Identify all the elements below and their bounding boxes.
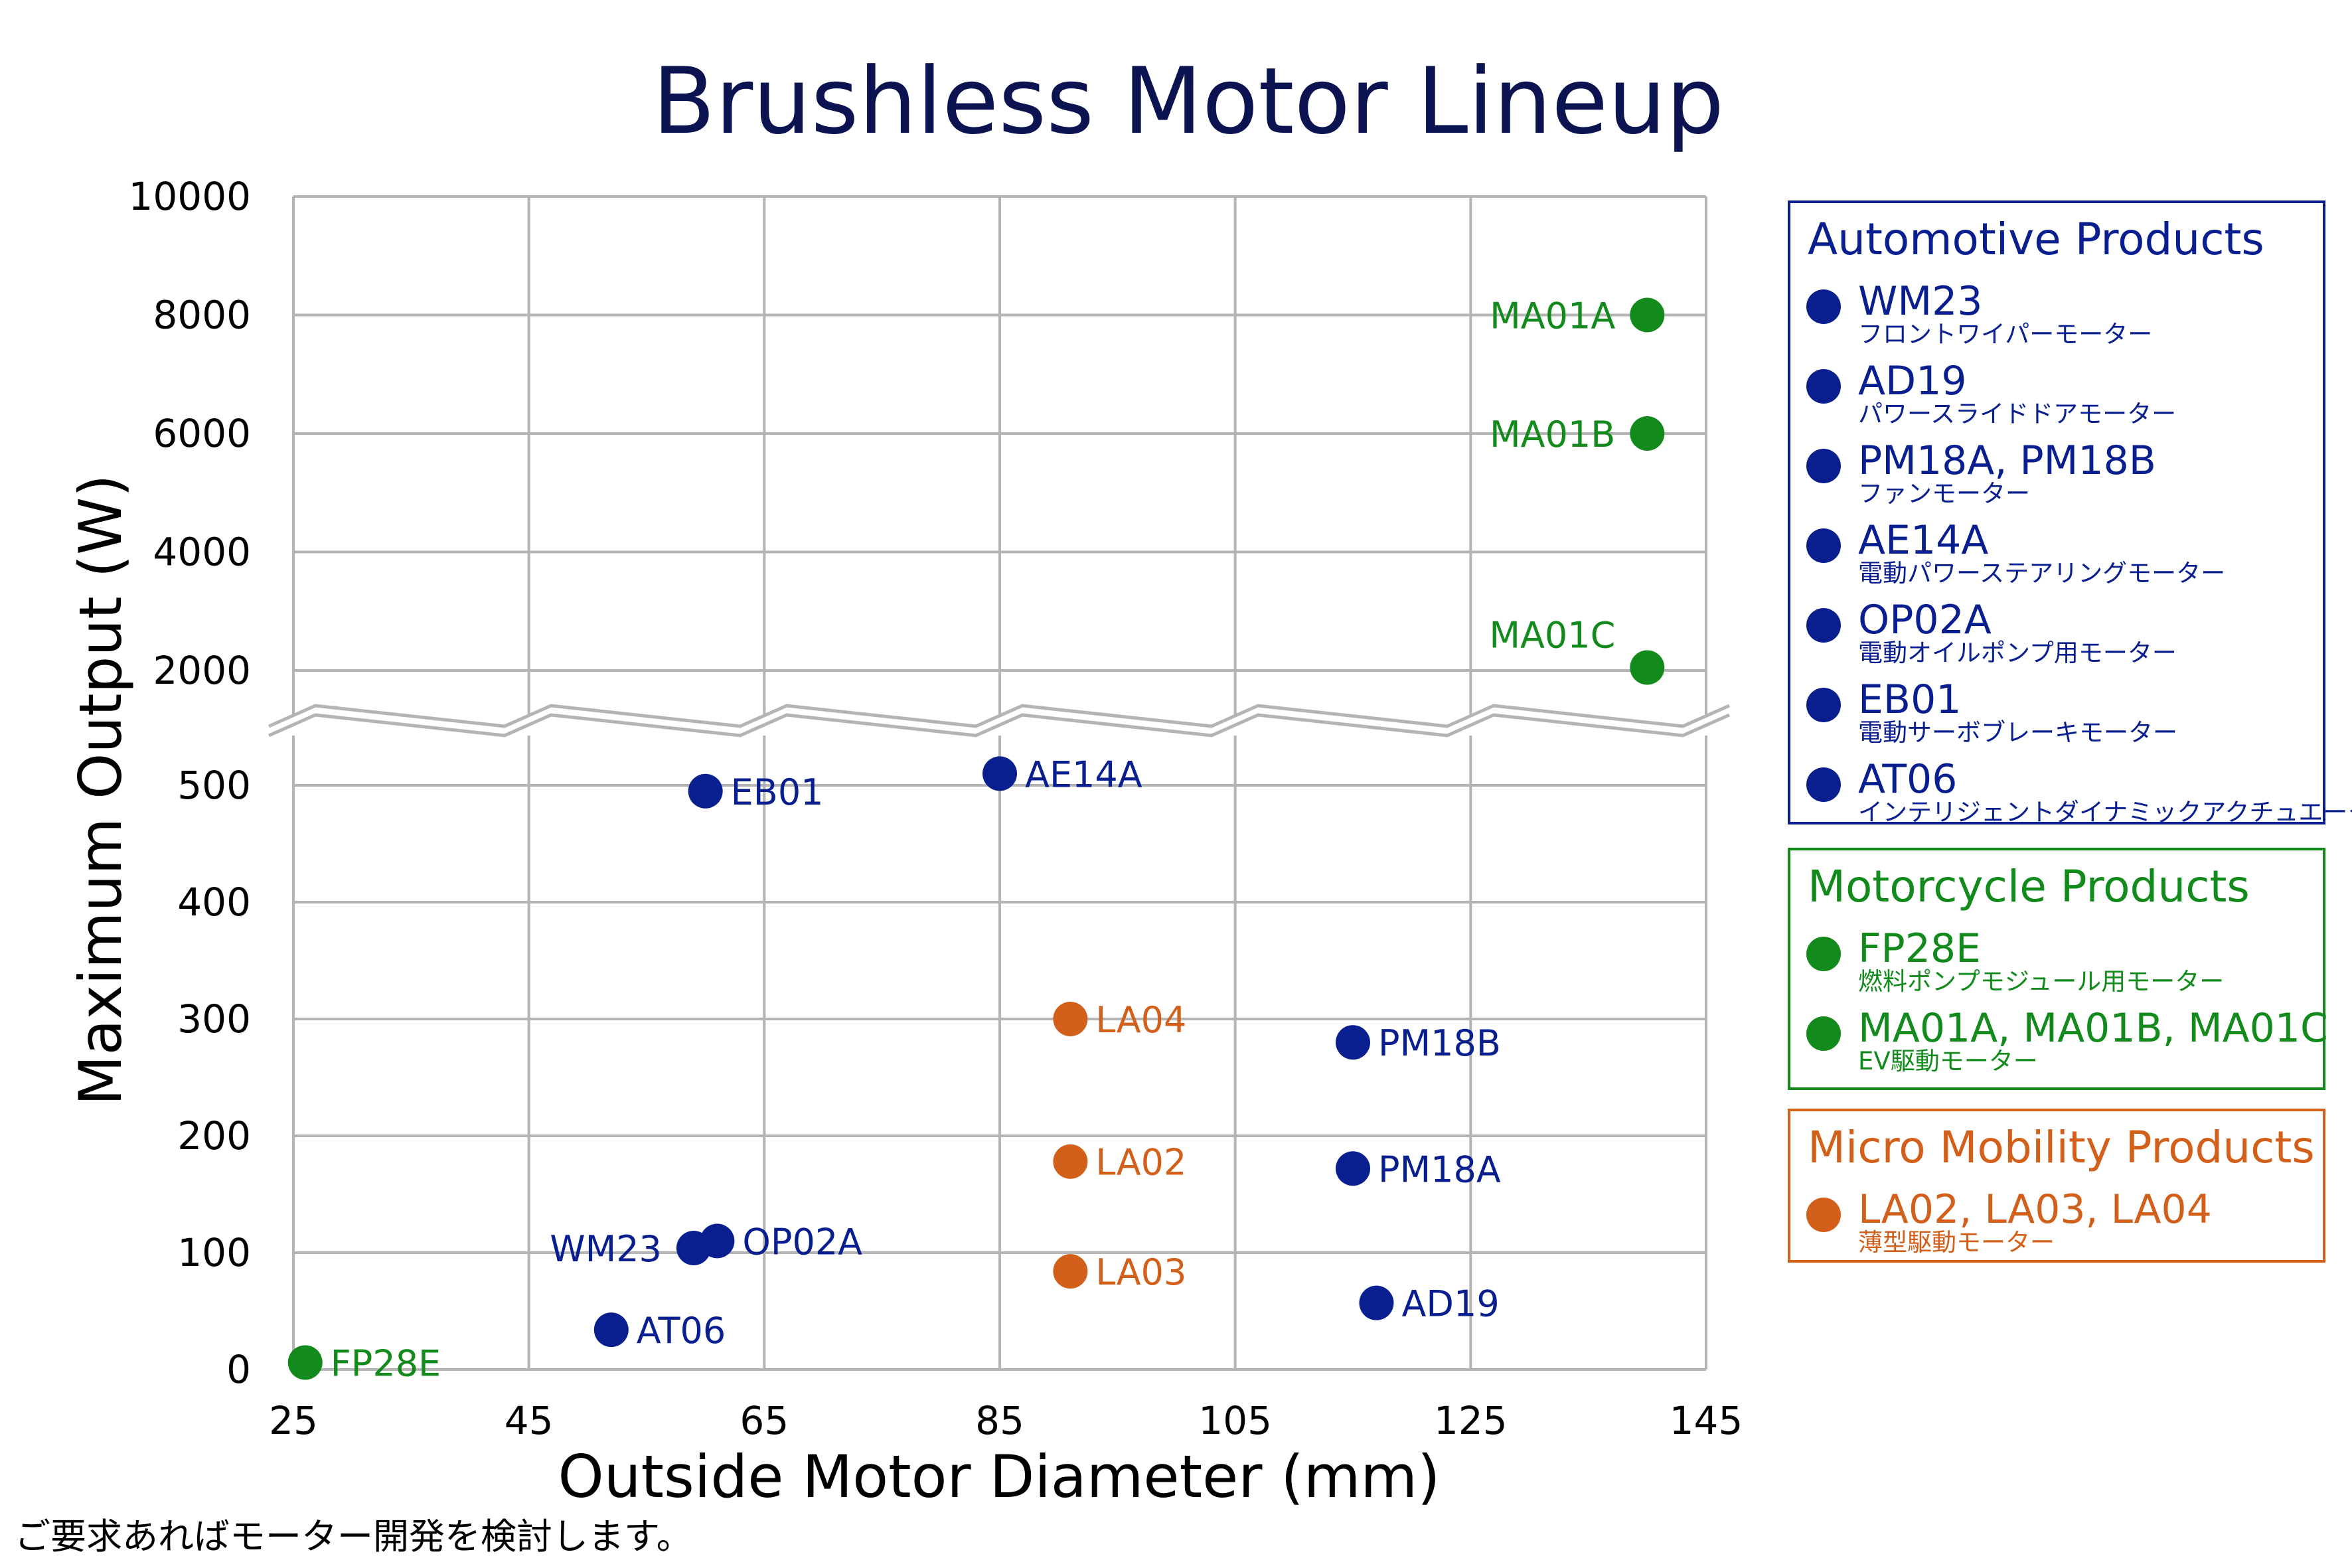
y-tick-label: 500 [177,763,251,808]
data-point-pm18b [1336,1025,1370,1060]
y-tick-label: 300 [177,996,251,1042]
legend-item-description: EV駆動モーター [1858,1047,2038,1075]
axis-break-line [268,704,1731,728]
data-point-at06 [593,1312,629,1348]
data-point-ae14a [982,756,1017,791]
legend-item-name: PM18A, PM18B [1858,437,2156,484]
y-tick-label: 10000 [128,174,251,219]
legend-marker-icon [1806,369,1841,404]
x-tick-label: 125 [1434,1398,1508,1443]
legend-marker-icon [1806,1198,1841,1232]
legend-title-micro: Micro Mobility Products [1808,1122,2315,1173]
legend-marker-icon [1806,449,1841,483]
y-tick-label: 8000 [153,293,251,338]
legend-marker-icon [1806,1016,1841,1051]
data-label-la04: LA04 [1095,999,1186,1041]
y-tick-label: 200 [177,1113,251,1158]
legend-item-name: AE14A [1858,517,1989,564]
data-point-ad19 [1359,1285,1394,1320]
legend-item-description: パワースライドドアモーター [1858,400,2177,428]
tick-labels: 25 45 65 85 105 125 145 2000 4000 6000 8000 10000 0 1… [128,174,1743,1443]
data-label-at06: AT06 [637,1310,726,1352]
data-label-ma01b: MA01B [1490,414,1615,455]
legend-item-name: AD19 [1858,358,1967,404]
y-tick-label: 400 [177,880,251,925]
data-label-ma01c: MA01C [1489,615,1615,657]
legend-item-description: 電動オイルポンプ用モーター [1858,639,2177,667]
legend-item-name: FP28E [1858,925,1981,972]
x-tick-label: 45 [505,1398,554,1443]
data-point-ma01a [1630,297,1665,333]
legend-marker-icon [1806,528,1841,563]
data-label-ad19: AD19 [1401,1283,1499,1325]
legend-item-description: 薄型駆動モーター [1858,1228,2055,1257]
chart-title: Brushless Motor Lineup [653,48,1724,155]
legend-item-description: フロントワイパーモーター [1858,320,2153,349]
legend-item-description: 電動パワーステアリングモーター [1858,559,2226,588]
y-axis-label: Maximum Output (W) [66,475,135,1106]
y-tick-label: 6000 [153,411,251,456]
data-label-op02a: OP02A [742,1221,862,1263]
x-tick-label: 145 [1670,1398,1743,1443]
x-tick-label: 85 [975,1398,1024,1443]
data-label-eb01: EB01 [731,771,824,813]
grid [292,195,1707,1371]
y-tick-label: 4000 [153,530,251,575]
legend-marker-icon [1806,767,1841,802]
y-tick-label: 0 [226,1347,251,1392]
legend-item-name: OP02A [1858,597,1992,643]
legend-item-description: ファンモーター [1858,479,2030,508]
legend-item-name: WM23 [1858,278,1983,325]
y-tick-label: 100 [177,1230,251,1275]
data-point-fp28e [287,1345,323,1380]
legend-title-motorcycle: Motorcycle Products [1808,861,2250,912]
legend-item-description: 燃料ポンプモジュール用モーター [1858,967,2225,996]
legend-marker-icon [1806,289,1841,324]
legend-marker-icon [1806,608,1841,643]
axis-break-line [268,713,1731,738]
data-label-pm18a: PM18A [1378,1148,1501,1190]
data-points: MA01A MA01B MA01C EB01 AE14A LA04 PM18B LA02 PM1… [287,295,1665,1384]
data-point-ma01c [1630,650,1665,685]
data-label-ae14a: AE14A [1025,753,1142,795]
legend-marker-icon [1806,688,1841,722]
legend-title-automotive: Automotive Products [1808,214,2264,265]
axis-break [268,704,1731,738]
legend-item-name: LA02, LA03, LA04 [1858,1186,2212,1233]
legend-micro: Micro Mobility Products LA02, LA03, LA04… [1788,1109,2325,1263]
data-label-fp28e: FP28E [331,1342,441,1384]
data-label-la02: LA02 [1095,1142,1186,1184]
y-tick-label: 2000 [153,648,251,693]
legend-item-description: インテリジェントダイナミックアクチュエーター [1858,798,2352,826]
data-point-la03 [1053,1254,1088,1289]
x-tick-label: 105 [1198,1398,1272,1443]
legend-item-name: AT06 [1858,756,1958,803]
legend-motorcycle: Motorcycle Products FP28E 燃料ポンプモジュール用モーター… [1788,848,2328,1090]
legend-item-name: MA01A, MA01B, MA01C [1858,1005,2328,1052]
footnote: ご要求あればモーター開発を検討します。 [15,1516,692,1557]
legend-item-name: EB01 [1858,676,1962,723]
data-point-ma01b [1630,416,1665,451]
legend-item-description: 電動サーボブレーキモーター [1858,718,2177,747]
data-point-la02 [1053,1144,1088,1179]
x-tick-label: 25 [269,1398,318,1443]
data-point-pm18a [1336,1151,1370,1186]
data-point-la04 [1053,1002,1088,1036]
data-point-eb01 [688,773,723,809]
legend-automotive: Automotive Products WM23 フロントワイパーモーター AD19… [1788,200,2352,826]
legend-marker-icon [1806,937,1841,971]
data-label-wm23: WM23 [550,1228,662,1270]
data-point-wm23 [676,1230,711,1265]
data-label-pm18b: PM18B [1378,1022,1501,1064]
data-label-la03: LA03 [1095,1251,1186,1293]
x-tick-label: 65 [740,1398,789,1443]
x-axis-label: Outside Motor Diameter (mm) [558,1443,1441,1511]
data-label-ma01a: MA01A [1490,295,1615,337]
